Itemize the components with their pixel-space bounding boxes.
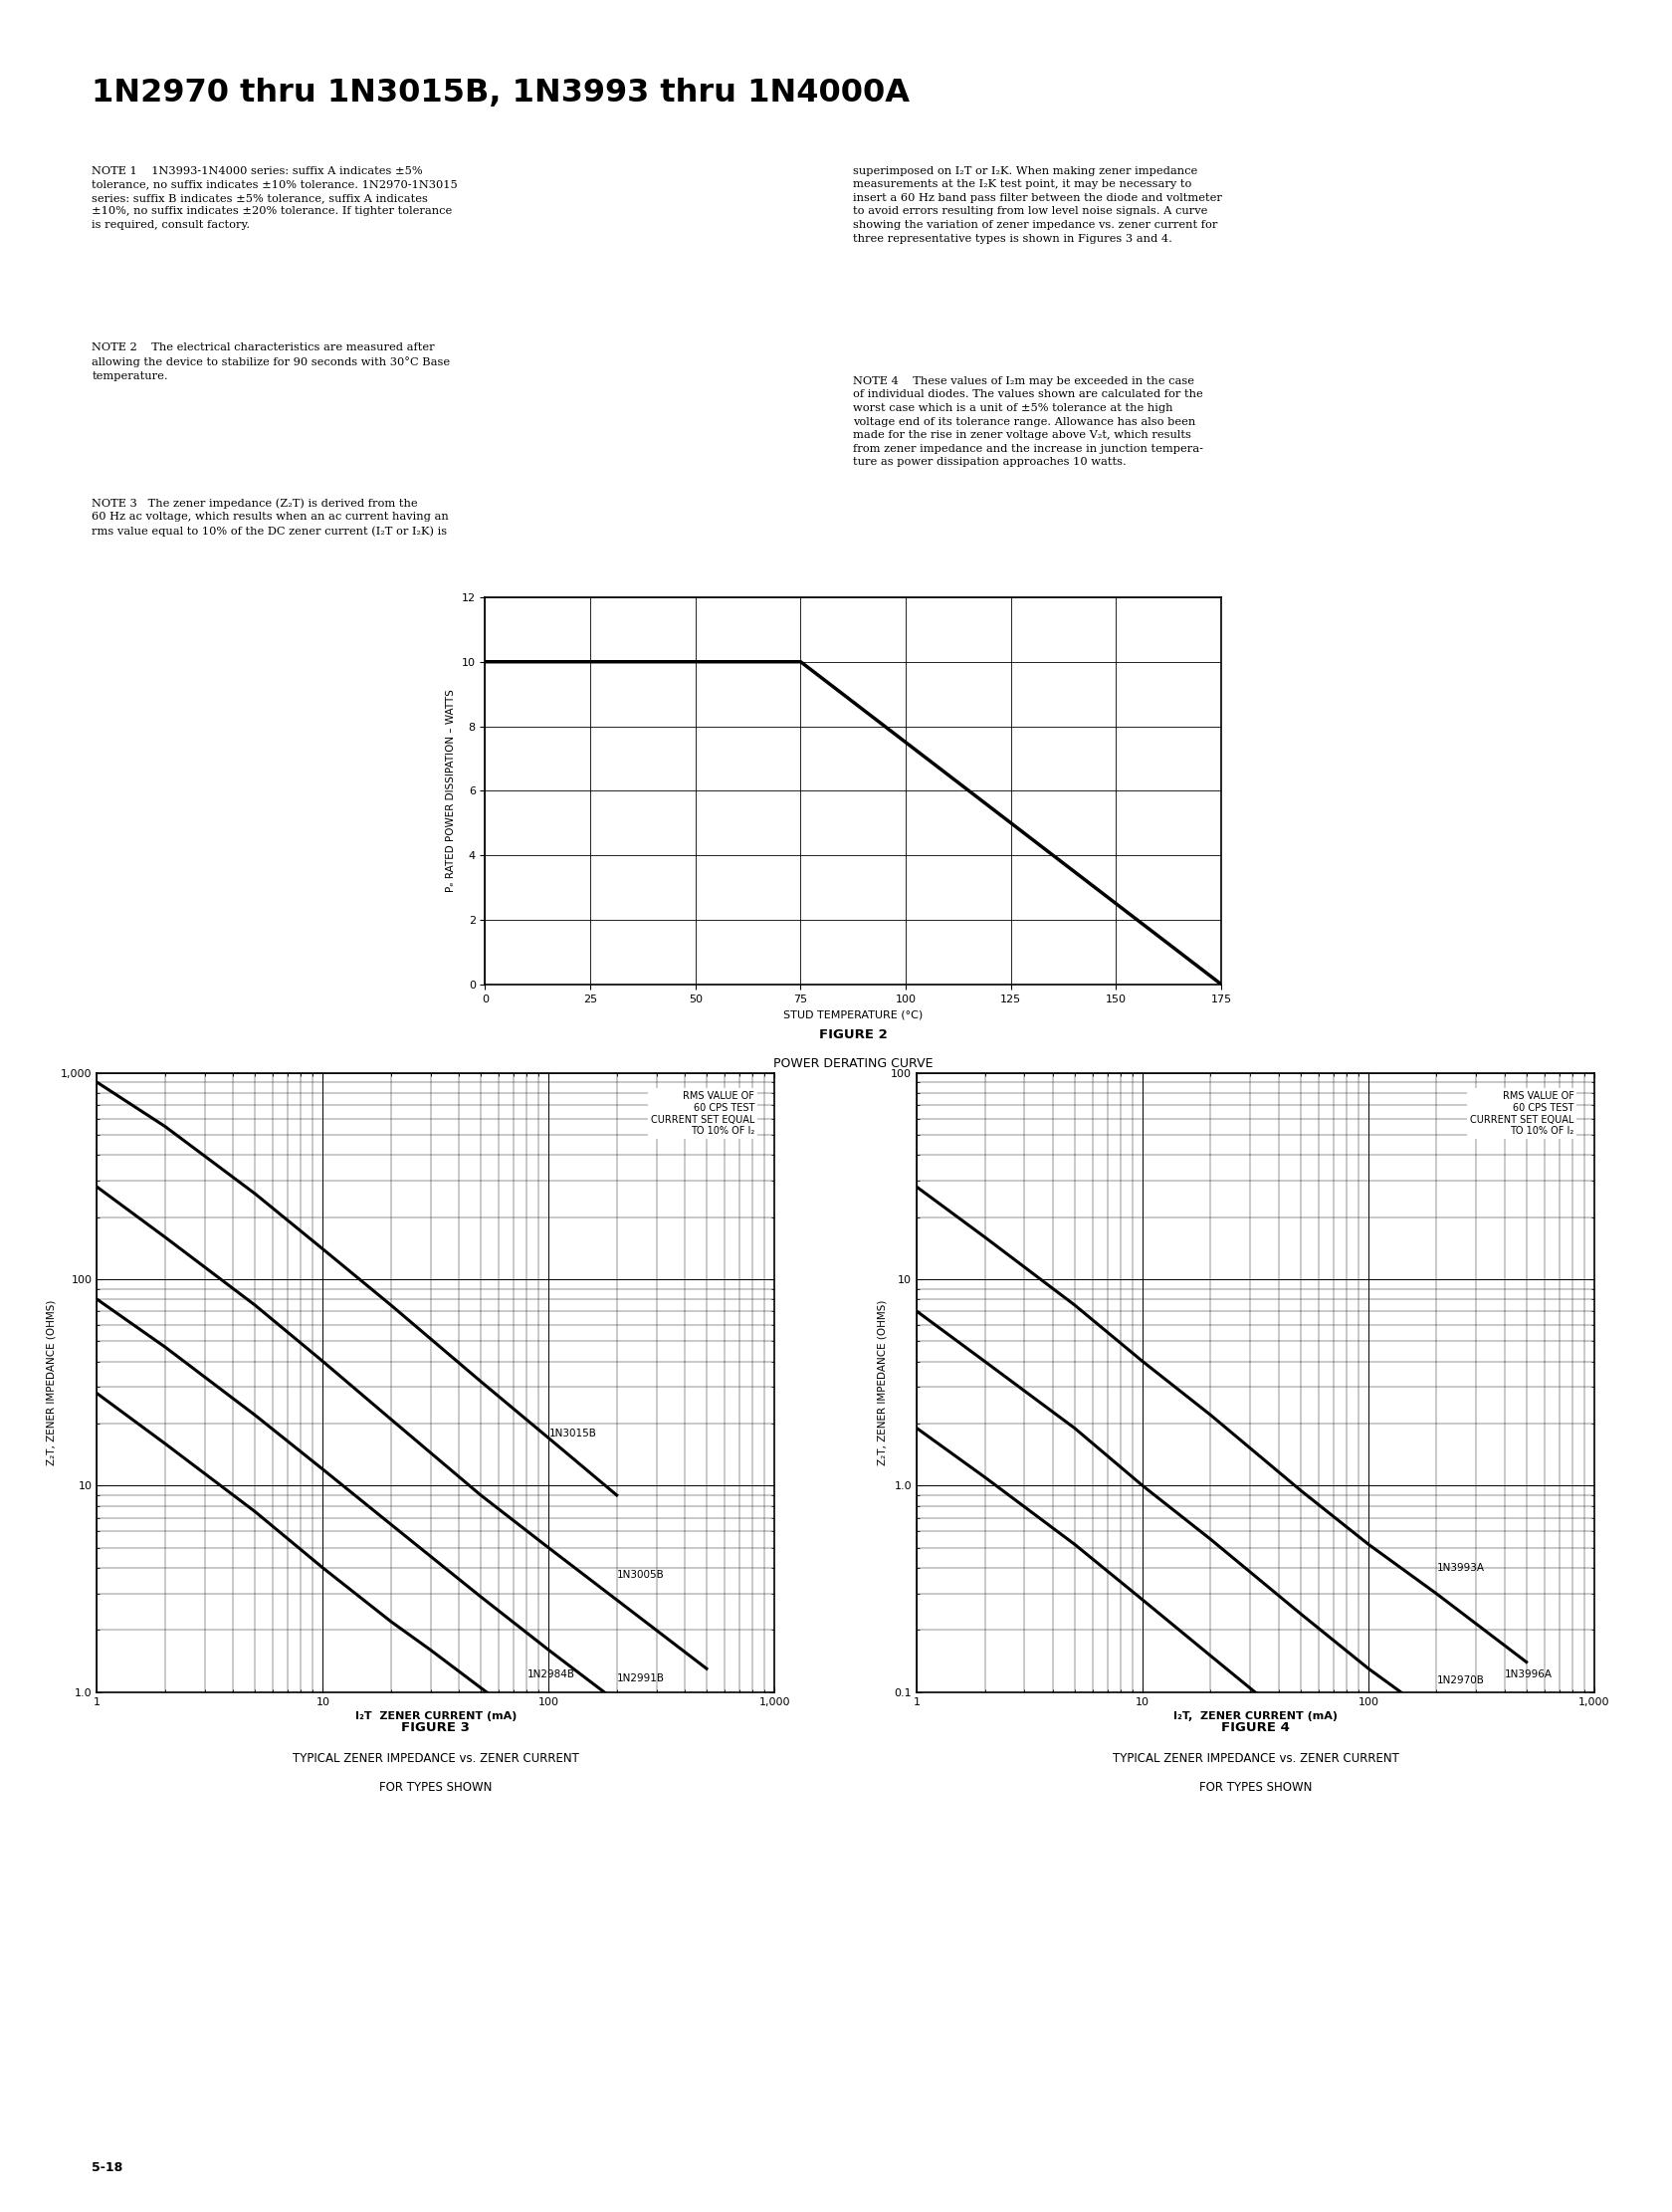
Text: NOTE 4    These values of I₂m may be exceeded in the case
of individual diodes. : NOTE 4 These values of I₂m may be exceed…	[853, 376, 1202, 467]
Text: RMS VALUE OF
60 CPS TEST
CURRENT SET EQUAL
TO 10% OF I₂: RMS VALUE OF 60 CPS TEST CURRENT SET EQU…	[650, 1091, 754, 1137]
Text: RMS VALUE OF
60 CPS TEST
CURRENT SET EQUAL
TO 10% OF I₂: RMS VALUE OF 60 CPS TEST CURRENT SET EQU…	[1470, 1091, 1573, 1137]
Text: FOR TYPES SHOWN: FOR TYPES SHOWN	[1199, 1781, 1311, 1794]
Text: 1N3005B: 1N3005B	[617, 1571, 664, 1579]
X-axis label: I₂T,  ZENER CURRENT (mA): I₂T, ZENER CURRENT (mA)	[1172, 1712, 1338, 1721]
Text: NOTE 2    The electrical characteristics are measured after
allowing the device : NOTE 2 The electrical characteristics ar…	[92, 343, 450, 380]
Text: 1N3015B: 1N3015B	[548, 1429, 595, 1438]
Text: FOR TYPES SHOWN: FOR TYPES SHOWN	[380, 1781, 492, 1794]
X-axis label: STUD TEMPERATURE (°C): STUD TEMPERATURE (°C)	[782, 1009, 923, 1020]
Text: FIGURE 4: FIGURE 4	[1221, 1721, 1289, 1734]
Y-axis label: Z₂T, ZENER IMPEDANCE (OHMS): Z₂T, ZENER IMPEDANCE (OHMS)	[876, 1301, 886, 1464]
Y-axis label: Z₂T, ZENER IMPEDANCE (OHMS): Z₂T, ZENER IMPEDANCE (OHMS)	[47, 1301, 57, 1464]
Text: 1N2984B: 1N2984B	[527, 1670, 573, 1679]
Text: NOTE 3   The zener impedance (Z₂T) is derived from the
60 Hz ac voltage, which r: NOTE 3 The zener impedance (Z₂T) is deri…	[92, 498, 448, 535]
Text: TYPICAL ZENER IMPEDANCE vs. ZENER CURRENT: TYPICAL ZENER IMPEDANCE vs. ZENER CURREN…	[1112, 1752, 1398, 1765]
Text: TYPICAL ZENER IMPEDANCE vs. ZENER CURRENT: TYPICAL ZENER IMPEDANCE vs. ZENER CURREN…	[293, 1752, 579, 1765]
Text: 1N2991B: 1N2991B	[617, 1674, 664, 1683]
Text: 1N3996A: 1N3996A	[1503, 1670, 1552, 1679]
Text: 1N3993A: 1N3993A	[1436, 1562, 1483, 1573]
Text: superimposed on I₂T or I₂K. When making zener impedance
measurements at the I₂K : superimposed on I₂T or I₂K. When making …	[853, 166, 1222, 243]
Text: FIGURE 3: FIGURE 3	[401, 1721, 470, 1734]
Text: FIGURE 2: FIGURE 2	[819, 1029, 886, 1042]
Y-axis label: Pₑ RATED POWER DISSIPATION – WATTS: Pₑ RATED POWER DISSIPATION – WATTS	[446, 690, 456, 891]
Text: POWER DERATING CURVE: POWER DERATING CURVE	[772, 1057, 933, 1071]
Text: NOTE 1    1N3993-1N4000 series: suffix A indicates ±5%
tolerance, no suffix indi: NOTE 1 1N3993-1N4000 series: suffix A in…	[92, 166, 458, 230]
Text: 1N2970B: 1N2970B	[1436, 1674, 1483, 1686]
X-axis label: I₂T  ZENER CURRENT (mA): I₂T ZENER CURRENT (mA)	[354, 1712, 517, 1721]
Text: 5-18: 5-18	[92, 2161, 124, 2174]
Text: 1N2970 thru 1N3015B, 1N3993 thru 1N4000A: 1N2970 thru 1N3015B, 1N3993 thru 1N4000A	[92, 77, 910, 108]
